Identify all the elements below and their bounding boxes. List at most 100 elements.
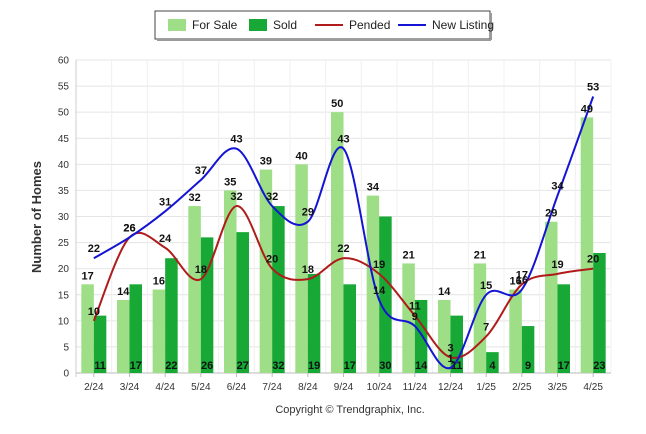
label-for-sale-3/25: 29: [545, 208, 557, 220]
series-lines: [92, 96, 595, 370]
label-new-listing-2/25: 16: [516, 275, 528, 287]
label-for-sale-3/24: 14: [117, 286, 130, 298]
legend: For Sale Sold Pended New Listing: [154, 10, 494, 41]
legend-swatch-for-sale: [168, 19, 186, 31]
label-pended-7/24: 20: [266, 254, 278, 266]
copyright-text: Copyright © Trendgraphix, Inc.: [275, 404, 424, 416]
label-sold-2/25: 9: [525, 360, 531, 372]
label-sold-5/24: 26: [201, 360, 213, 372]
label-sold-3/24: 17: [130, 360, 142, 372]
label-pended-3/25: 19: [551, 259, 563, 271]
label-new-listing-4/25: 53: [587, 82, 599, 94]
bar-for-sale-4/24: [152, 289, 166, 373]
bar-for-sale-3/25: [545, 221, 558, 373]
label-for-sale-7/24: 39: [260, 156, 272, 168]
y-tick-60: 60: [58, 56, 70, 67]
bar-sold-3/24: [129, 284, 142, 373]
x-tick-9/24: 9/24: [334, 382, 354, 393]
x-tick-12/24: 12/24: [438, 382, 463, 393]
bar-for-sale-11/24: [402, 263, 415, 373]
label-sold-1/25: 4: [489, 360, 496, 372]
label-pended-6/24: 32: [230, 191, 242, 203]
legend-label-pended: Pended: [349, 18, 390, 32]
y-tick-50: 50: [58, 108, 70, 119]
label-for-sale-4/25: 49: [581, 103, 593, 115]
label-new-listing-10/24: 14: [373, 285, 386, 297]
y-tick-45: 45: [58, 134, 70, 145]
y-tick-10: 10: [58, 316, 70, 327]
x-tick-5/24: 5/24: [191, 382, 211, 393]
x-tick-8/24: 8/24: [298, 382, 318, 393]
legend-swatch-sold: [249, 19, 267, 31]
legend-label-new-listing: New Listing: [432, 18, 494, 32]
line-new-listing: [93, 96, 595, 370]
y-tick-0: 0: [63, 369, 69, 380]
label-sold-2/24: 11: [94, 360, 106, 372]
label-sold-3/25: 17: [558, 360, 570, 372]
label-for-sale-8/24: 40: [295, 150, 307, 162]
bar-for-sale-7/24: [259, 169, 273, 373]
bar-for-sale-4/25: [580, 117, 594, 373]
y-axis-label: Number of Homes: [29, 161, 44, 273]
label-sold-4/24: 22: [165, 360, 177, 372]
bar-for-sale-5/24: [188, 206, 201, 373]
label-new-listing-12/24: 1: [447, 353, 453, 365]
label-for-sale-11/24: 21: [402, 249, 414, 261]
bar-sold-4/25: [593, 253, 606, 373]
bar-for-sale-2/24: [81, 284, 94, 373]
label-pended-4/25: 20: [587, 254, 599, 266]
x-tick-2/25: 2/25: [512, 382, 532, 393]
label-sold-10/24: 30: [379, 360, 391, 372]
y-tick-25: 25: [58, 238, 70, 249]
label-for-sale-2/25: 16: [509, 276, 521, 288]
label-pended-12/24: 3: [447, 342, 453, 354]
label-new-listing-11/24: 9: [412, 311, 418, 323]
bar-sold-2/25: [521, 326, 535, 373]
label-for-sale-2/24: 17: [81, 270, 93, 282]
x-tick-6/24: 6/24: [227, 382, 247, 393]
bar-sold-6/24: [236, 232, 249, 373]
label-new-listing-3/25: 34: [551, 181, 564, 193]
label-sold-8/24: 19: [308, 360, 320, 372]
x-tick-1/25: 1/25: [476, 382, 496, 393]
label-sold-9/24: 17: [344, 360, 356, 372]
label-sold-6/24: 27: [237, 360, 249, 372]
x-tick-3/25: 3/25: [548, 382, 568, 393]
label-pended-11/24: 11: [409, 301, 421, 313]
x-tick-3/24: 3/24: [120, 382, 140, 393]
bar-sold-5/24: [200, 237, 214, 373]
label-pended-2/24: 10: [88, 306, 100, 318]
label-for-sale-5/24: 32: [188, 192, 200, 204]
label-sold-7/24: 32: [272, 360, 284, 372]
bar-for-sale-12/24: [438, 299, 451, 373]
y-tick-30: 30: [58, 212, 70, 223]
bar-sold-2/24: [93, 315, 107, 373]
bar-sold-4/24: [165, 258, 178, 373]
y-tick-35: 35: [58, 186, 70, 197]
label-for-sale-12/24: 14: [438, 286, 451, 298]
x-tick-labels: 2/24 3/24 4/24 5/24 6/24 7/24 8/24 9/24 10/24 11/…: [84, 382, 603, 393]
bar-sold-10/24: [379, 216, 392, 373]
label-for-sale-1/25: 21: [474, 249, 486, 261]
label-pended-8/24: 18: [302, 264, 314, 276]
bar-sold-3/25: [557, 284, 570, 373]
bar-sold-9/24: [343, 284, 356, 373]
label-new-listing-8/24: 29: [302, 207, 314, 219]
label-pended-1/25: 7: [483, 321, 489, 333]
label-new-listing-7/24: 32: [266, 191, 278, 203]
label-sold-4/25: 23: [593, 360, 605, 372]
label-pended-4/24: 24: [159, 233, 172, 245]
label-new-listing-9/24: 43: [337, 134, 349, 146]
label-new-listing-4/24: 31: [159, 196, 171, 208]
bar-for-sale-6/24: [224, 190, 237, 373]
label-for-sale-6/24: 35: [224, 176, 236, 188]
bars: [81, 112, 606, 374]
label-pended-5/24: 18: [195, 264, 207, 276]
label-pended-2/25: 17: [516, 269, 528, 281]
y-tick-20: 20: [58, 264, 70, 275]
y-tick-15: 15: [58, 290, 70, 301]
legend-label-sold: Sold: [273, 18, 297, 32]
label-for-sale-10/24: 34: [367, 182, 380, 194]
label-sold-12/24: 11: [451, 360, 463, 372]
